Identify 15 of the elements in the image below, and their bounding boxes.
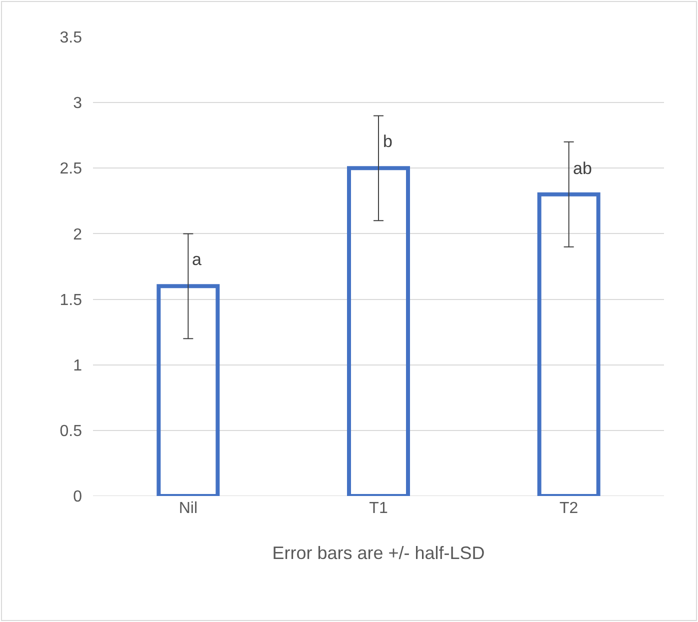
annotation: a xyxy=(192,250,202,269)
y-tick-label: 0.5 xyxy=(60,423,82,440)
x-tick-label: Nil xyxy=(178,500,198,517)
y-tick-label: 3.5 xyxy=(60,30,82,47)
x-axis-title: Error bars are +/- half-LSD xyxy=(272,543,485,564)
y-tick-label: 2.5 xyxy=(60,160,82,178)
x-tick-label: T2 xyxy=(559,500,578,517)
y-tick-label: 1.5 xyxy=(60,292,82,309)
y-tick-label: 2 xyxy=(73,226,82,244)
y-tick-label: 3 xyxy=(73,95,82,112)
y-tick-label: 0 xyxy=(73,488,82,506)
y-tick-label: 1 xyxy=(73,357,82,374)
annotation: ab xyxy=(573,159,592,178)
x-tick-label: T1 xyxy=(369,500,388,517)
annotation: b xyxy=(383,132,392,151)
